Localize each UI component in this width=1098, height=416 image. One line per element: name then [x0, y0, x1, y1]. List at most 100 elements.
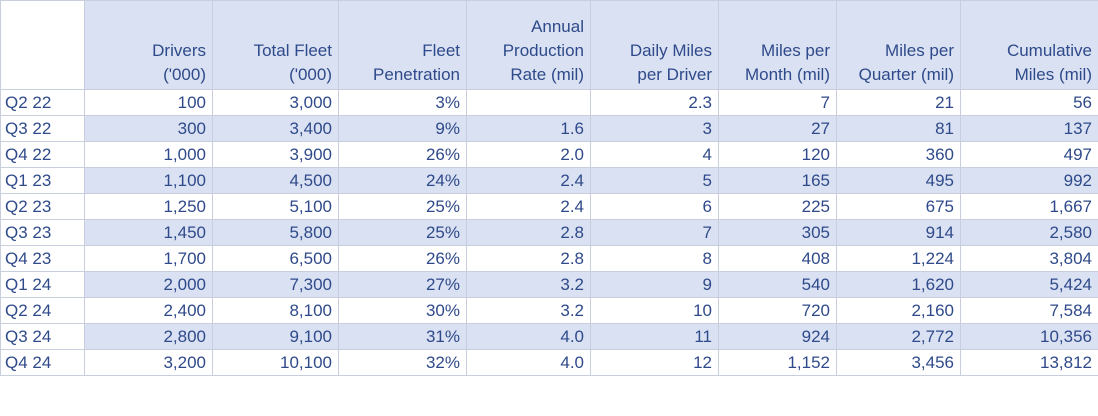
table-cell-miles-per-month: 720: [718, 297, 837, 324]
table-cell-daily-miles: 11: [590, 323, 719, 350]
table-cell-miles-per-quarter: 675: [836, 193, 961, 220]
column-header-line: [723, 15, 830, 39]
table-cell-miles-per-quarter: 2,772: [836, 323, 961, 350]
column-header-miles-per-quarter: Miles per Quarter (mil): [836, 0, 961, 90]
table-cell-total-fleet: 5,100: [212, 193, 339, 220]
table-cell-total-fleet: 6,500: [212, 245, 339, 272]
column-header-total-fleet: Total Fleet ('000): [212, 0, 339, 90]
table-cell-miles-per-month: 408: [718, 245, 837, 272]
column-header-line: Miles per: [885, 41, 954, 60]
table-cell-fleet-penetration: 27%: [338, 271, 467, 298]
table-cell-fleet-penetration: 3%: [338, 89, 467, 116]
table-cell-cumulative-miles: 56: [960, 89, 1098, 116]
table-cell-annual-production-rate: 2.8: [466, 219, 591, 246]
column-header-line: Miles (mil): [1014, 65, 1092, 84]
row-label: Q4 23: [0, 245, 85, 272]
column-header-fleet-penetration: Fleet Penetration: [338, 0, 467, 90]
table-cell-total-fleet: 9,100: [212, 323, 339, 350]
table-cell-miles-per-month: 225: [718, 193, 837, 220]
table-cell-drivers: 1,700: [84, 245, 213, 272]
row-label: Q1 24: [0, 271, 85, 298]
table-cell-drivers: 1,100: [84, 167, 213, 194]
table-cell-fleet-penetration: 32%: [338, 349, 467, 376]
table-cell-miles-per-quarter: 21: [836, 89, 961, 116]
table-cell-total-fleet: 10,100: [212, 349, 339, 376]
table-cell-drivers: 2,800: [84, 323, 213, 350]
table-cell-cumulative-miles: 7,584: [960, 297, 1098, 324]
row-label: Q1 23: [0, 167, 85, 194]
column-header-line: per Driver: [637, 65, 712, 84]
table-cell-miles-per-month: 120: [718, 141, 837, 168]
column-header-line: [965, 15, 1092, 39]
column-header-line: [89, 15, 206, 39]
table-cell-total-fleet: 5,800: [212, 219, 339, 246]
column-header-line: Daily Miles: [629, 41, 712, 60]
column-header-line: [595, 15, 712, 39]
table-cell-annual-production-rate: 1.6: [466, 115, 591, 142]
column-header-daily-miles: Daily Miles per Driver: [590, 0, 719, 90]
table-cell-cumulative-miles: 992: [960, 167, 1098, 194]
column-header-drivers: Drivers ('000): [84, 0, 213, 90]
table-cell-drivers: 300: [84, 115, 213, 142]
table-cell-cumulative-miles: 2,580: [960, 219, 1098, 246]
table-cell-miles-per-month: 540: [718, 271, 837, 298]
table-row: Q4 22 1,000 3,900 26% 2.0 4 120 360 497: [0, 141, 1098, 168]
table-row: Q3 22 300 3,400 9% 1.6 3 27 81 137: [0, 115, 1098, 142]
column-header-line: Annual: [531, 17, 584, 36]
table-cell-drivers: 100: [84, 89, 213, 116]
table-cell-cumulative-miles: 3,804: [960, 245, 1098, 272]
table-cell-daily-miles: 12: [590, 349, 719, 376]
table-cell-miles-per-quarter: 360: [836, 141, 961, 168]
table-cell-cumulative-miles: 13,812: [960, 349, 1098, 376]
table-cell-cumulative-miles: 1,667: [960, 193, 1098, 220]
table-cell-annual-production-rate: 4.0: [466, 349, 591, 376]
row-label: Q3 22: [0, 115, 85, 142]
row-label: Q3 23: [0, 219, 85, 246]
row-label: Q2 24: [0, 297, 85, 324]
table-cell-daily-miles: 8: [590, 245, 719, 272]
table-row: Q2 23 1,250 5,100 25% 2.4 6 225 675 1,667: [0, 193, 1098, 220]
column-header-annual-production-rate: Annual Production Rate (mil): [466, 0, 591, 90]
table-cell-miles-per-quarter: 914: [836, 219, 961, 246]
column-header-line: [217, 15, 332, 39]
table-cell-annual-production-rate: 2.4: [466, 167, 591, 194]
data-table: Drivers ('000) Total Fleet ('000) Fleet Pen…: [0, 0, 1098, 376]
row-label: Q4 22: [0, 141, 85, 168]
table-cell-daily-miles: 10: [590, 297, 719, 324]
table-cell-fleet-penetration: 26%: [338, 141, 467, 168]
table-cell-total-fleet: 3,900: [212, 141, 339, 168]
column-header-line: Quarter (mil): [858, 65, 954, 84]
table-cell-drivers: 1,450: [84, 219, 213, 246]
table-cell-miles-per-quarter: 1,620: [836, 271, 961, 298]
table-cell-daily-miles: 7: [590, 219, 719, 246]
table-cell-miles-per-quarter: 1,224: [836, 245, 961, 272]
table-cell-daily-miles: 2.3: [590, 89, 719, 116]
table-cell-miles-per-quarter: 2,160: [836, 297, 961, 324]
row-label: Q2 22: [0, 89, 85, 116]
column-header-cumulative-miles: Cumulative Miles (mil): [960, 0, 1098, 90]
table-cell-miles-per-quarter: 495: [836, 167, 961, 194]
column-header-line: Month (mil): [744, 65, 830, 84]
table-row: Q3 23 1,450 5,800 25% 2.8 7 305 914 2,580: [0, 219, 1098, 246]
table-cell-annual-production-rate: [466, 89, 591, 116]
column-header-line: [5, 63, 78, 87]
table-cell-fleet-penetration: 25%: [338, 193, 467, 220]
header-row: Drivers ('000) Total Fleet ('000) Fleet Pen…: [0, 0, 1098, 90]
table-cell-total-fleet: 8,100: [212, 297, 339, 324]
table-cell-fleet-penetration: 30%: [338, 297, 467, 324]
column-header-line: [5, 15, 78, 39]
table-row: Q2 24 2,400 8,100 30% 3.2 10 720 2,160 7,584: [0, 297, 1098, 324]
table-cell-daily-miles: 4: [590, 141, 719, 168]
table-cell-miles-per-month: 165: [718, 167, 837, 194]
table-cell-annual-production-rate: 3.2: [466, 271, 591, 298]
table-cell-cumulative-miles: 5,424: [960, 271, 1098, 298]
table-cell-daily-miles: 5: [590, 167, 719, 194]
column-header-line: Penetration: [373, 65, 460, 84]
column-header-miles-per-month: Miles per Month (mil): [718, 0, 837, 90]
table-cell-drivers: 1,250: [84, 193, 213, 220]
row-label: Q3 24: [0, 323, 85, 350]
table-cell-drivers: 1,000: [84, 141, 213, 168]
row-label: Q4 24: [0, 349, 85, 376]
table-cell-miles-per-month: 924: [718, 323, 837, 350]
table-cell-cumulative-miles: 137: [960, 115, 1098, 142]
